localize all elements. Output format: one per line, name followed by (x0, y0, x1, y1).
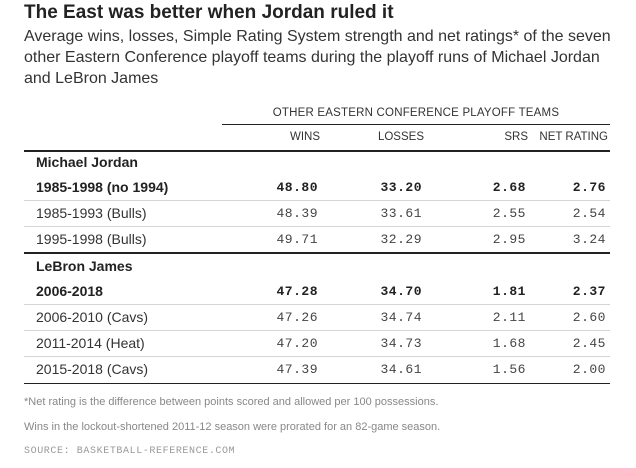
section-label-lebron: LeBron James (36, 258, 133, 274)
cell-net-rating: 2.76 (572, 180, 606, 195)
table-row: 1995-1998 (Bulls) 49.71 32.29 2.95 3.24 (24, 226, 610, 252)
cell-wins: 48.80 (276, 180, 318, 195)
cell-losses: 33.61 (380, 206, 422, 221)
cell-losses: 32.29 (380, 232, 422, 247)
column-header-srs: SRS (504, 131, 528, 143)
row-label: 1985-1998 (no 1994) (36, 179, 169, 195)
cell-wins: 47.26 (276, 310, 318, 325)
cell-net-rating: 2.00 (572, 362, 606, 377)
footnote-net-rating: *Net rating is the difference between po… (24, 396, 439, 408)
cell-net-rating: 2.37 (572, 284, 606, 299)
table-row: 1985-1998 (no 1994) 48.80 33.20 2.68 2.7… (24, 174, 610, 201)
cell-net-rating: 3.24 (572, 232, 606, 247)
row-label: 2011-2014 (Heat) (36, 335, 145, 351)
page-subtitle: Average wins, losses, Simple Rating Syst… (24, 28, 611, 87)
table-row: 2006-2010 (Cavs) 47.26 34.74 2.11 2.60 (24, 304, 610, 331)
cell-srs: 2.68 (492, 180, 526, 195)
cell-srs: 2.55 (492, 206, 526, 221)
row-label: 2015-2018 (Cavs) (36, 361, 149, 377)
column-header-wins: WINS (289, 131, 320, 143)
cell-wins: 47.20 (276, 336, 318, 351)
source-line: SOURCE: BASKETBALL-REFERENCE.COM (24, 446, 236, 457)
table-row: 2015-2018 (Cavs) 47.39 34.61 1.56 2.00 (24, 356, 610, 382)
row-label: 1985-1993 (Bulls) (36, 205, 147, 221)
row-label: 2006-2018 (36, 283, 103, 299)
cell-wins: 48.39 (276, 206, 318, 221)
section-label-jordan: Michael Jordan (36, 154, 138, 170)
header-rule (24, 150, 610, 152)
cell-net-rating: 2.45 (572, 336, 606, 351)
cell-losses: 34.74 (380, 310, 422, 325)
cell-srs: 1.56 (492, 362, 526, 377)
column-group-header: OTHER EASTERN CONFERENCE PLAYOFF TEAMS (272, 107, 560, 119)
cell-losses: 34.70 (380, 284, 422, 299)
cell-srs: 2.95 (492, 232, 526, 247)
page-title: The East was better when Jordan ruled it (24, 2, 394, 23)
cell-srs: 1.68 (492, 336, 526, 351)
footnote-lockout: Wins in the lockout-shortened 2011-12 se… (24, 421, 441, 433)
table-row: 2011-2014 (Heat) 47.20 34.73 1.68 2.45 (24, 330, 610, 357)
table-bottom-rule (24, 383, 610, 384)
cell-losses: 34.73 (380, 336, 422, 351)
cell-net-rating: 2.60 (572, 310, 606, 325)
cell-losses: 33.20 (380, 180, 422, 195)
column-group-rule (222, 124, 610, 125)
cell-wins: 47.28 (276, 284, 318, 299)
row-label: 2006-2010 (Cavs) (36, 309, 149, 325)
cell-srs: 1.81 (492, 284, 526, 299)
cell-net-rating: 2.54 (572, 206, 606, 221)
column-header-losses: LOSSES (377, 131, 424, 143)
table-row: 2006-2018 47.28 34.70 1.81 2.37 (24, 278, 610, 305)
cell-wins: 49.71 (276, 232, 318, 247)
section-rule (24, 252, 610, 254)
cell-srs: 2.11 (492, 310, 526, 325)
column-header-net-rating: NET RATING (539, 131, 608, 143)
cell-losses: 34.61 (380, 362, 422, 377)
cell-wins: 47.39 (276, 362, 318, 377)
table-row: 1985-1993 (Bulls) 48.39 33.61 2.55 2.54 (24, 200, 610, 227)
row-label: 1995-1998 (Bulls) (36, 231, 147, 247)
